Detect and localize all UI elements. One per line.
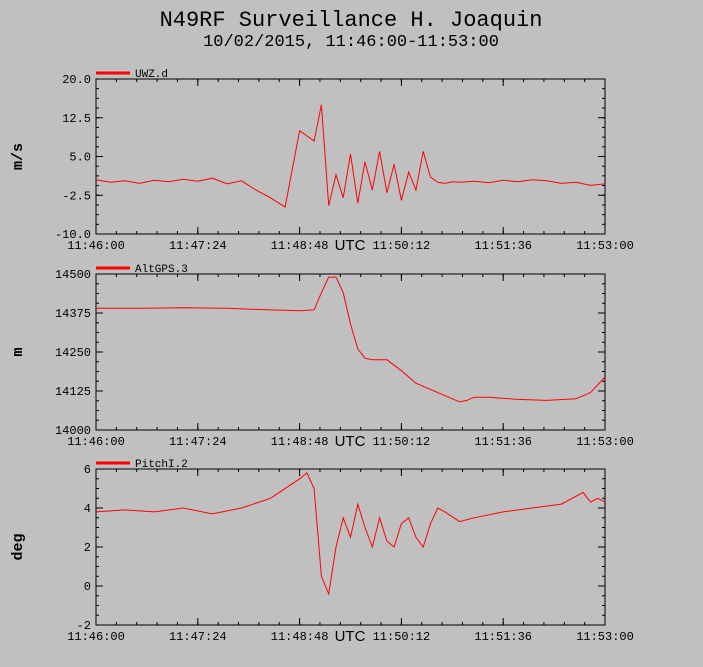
x-axis-label: UTC — [335, 628, 366, 645]
legend-label: AltGPS.3 — [135, 264, 188, 276]
chart-subtitle: 10/02/2015, 11:46:00-11:53:00 — [203, 33, 499, 52]
x-tick-label: 11:46:00 — [67, 435, 125, 449]
chart-panel-2: 11:46:00 11:47:24 11:48:48 11:50:12 11:51:36… — [10, 264, 634, 450]
x-tick-label: 11:46:00 — [67, 239, 125, 253]
x-tick-label: 11:48:48 — [271, 630, 329, 644]
y-tick-label: 5.0 — [69, 151, 91, 165]
series-line — [95, 472, 606, 596]
x-tick-label: 11:51:36 — [474, 435, 532, 449]
y-tick-label: 14000 — [55, 424, 91, 438]
series-line — [96, 276, 606, 403]
x-tick-label: 11:53:00 — [576, 239, 634, 253]
plot-frame — [95, 468, 606, 626]
x-tick-label: 11:47:24 — [169, 630, 227, 644]
x-tick-label: 11:51:36 — [474, 630, 532, 644]
y-tick-label: -2 — [77, 619, 91, 633]
y-tick-label: 14500 — [55, 268, 91, 282]
x-tick-label: 11:50:12 — [373, 435, 431, 449]
y-axis-label: m/s — [10, 143, 27, 170]
x-tick-label: 11:50:12 — [373, 630, 431, 644]
y-tick-label: 2 — [84, 541, 91, 555]
chart-panel-1: 11:46:00 11:47:24 11:48:48 11:50:12 11:51:36… — [10, 69, 634, 254]
y-axis-label: m — [10, 347, 27, 356]
x-tick-label: 11:47:24 — [169, 239, 227, 253]
y-tick-label: -2.5 — [62, 189, 91, 203]
y-tick-label: 20.0 — [62, 73, 91, 87]
y-tick-label: 4 — [84, 502, 91, 516]
y-tick-label: -10.0 — [55, 228, 91, 242]
legend-label: PitchI.2 — [135, 459, 188, 471]
y-tick-label: 14375 — [55, 307, 91, 321]
x-tick-label: 11:47:24 — [169, 435, 227, 449]
chart-title: N49RF Surveillance H. Joaquin — [160, 8, 543, 33]
y-tick-label: 0 — [84, 580, 91, 594]
y-tick-label: 6 — [84, 463, 91, 477]
x-axis-label: UTC — [335, 433, 366, 450]
y-tick-label: 12.5 — [62, 112, 91, 126]
x-tick-label: 11:53:00 — [576, 435, 634, 449]
y-tick-label: 14125 — [55, 385, 91, 399]
chart-panel-3: 11:46:00 11:47:24 11:48:48 11:50:12 11:51:36… — [10, 459, 634, 645]
y-tick-label: 14250 — [55, 346, 91, 360]
plot-frame — [95, 273, 606, 431]
series-line — [95, 104, 606, 208]
x-tick-label: 11:53:00 — [576, 630, 634, 644]
x-tick-label: 11:48:48 — [271, 239, 329, 253]
y-axis-label: deg — [10, 533, 27, 560]
x-tick-label: 11:46:00 — [67, 630, 125, 644]
legend-label: UWZ.d — [135, 69, 168, 81]
x-tick-label: 11:51:36 — [474, 239, 532, 253]
x-tick-label: 11:50:12 — [373, 239, 431, 253]
x-axis-label: UTC — [335, 237, 366, 254]
x-tick-label: 11:48:48 — [271, 435, 329, 449]
